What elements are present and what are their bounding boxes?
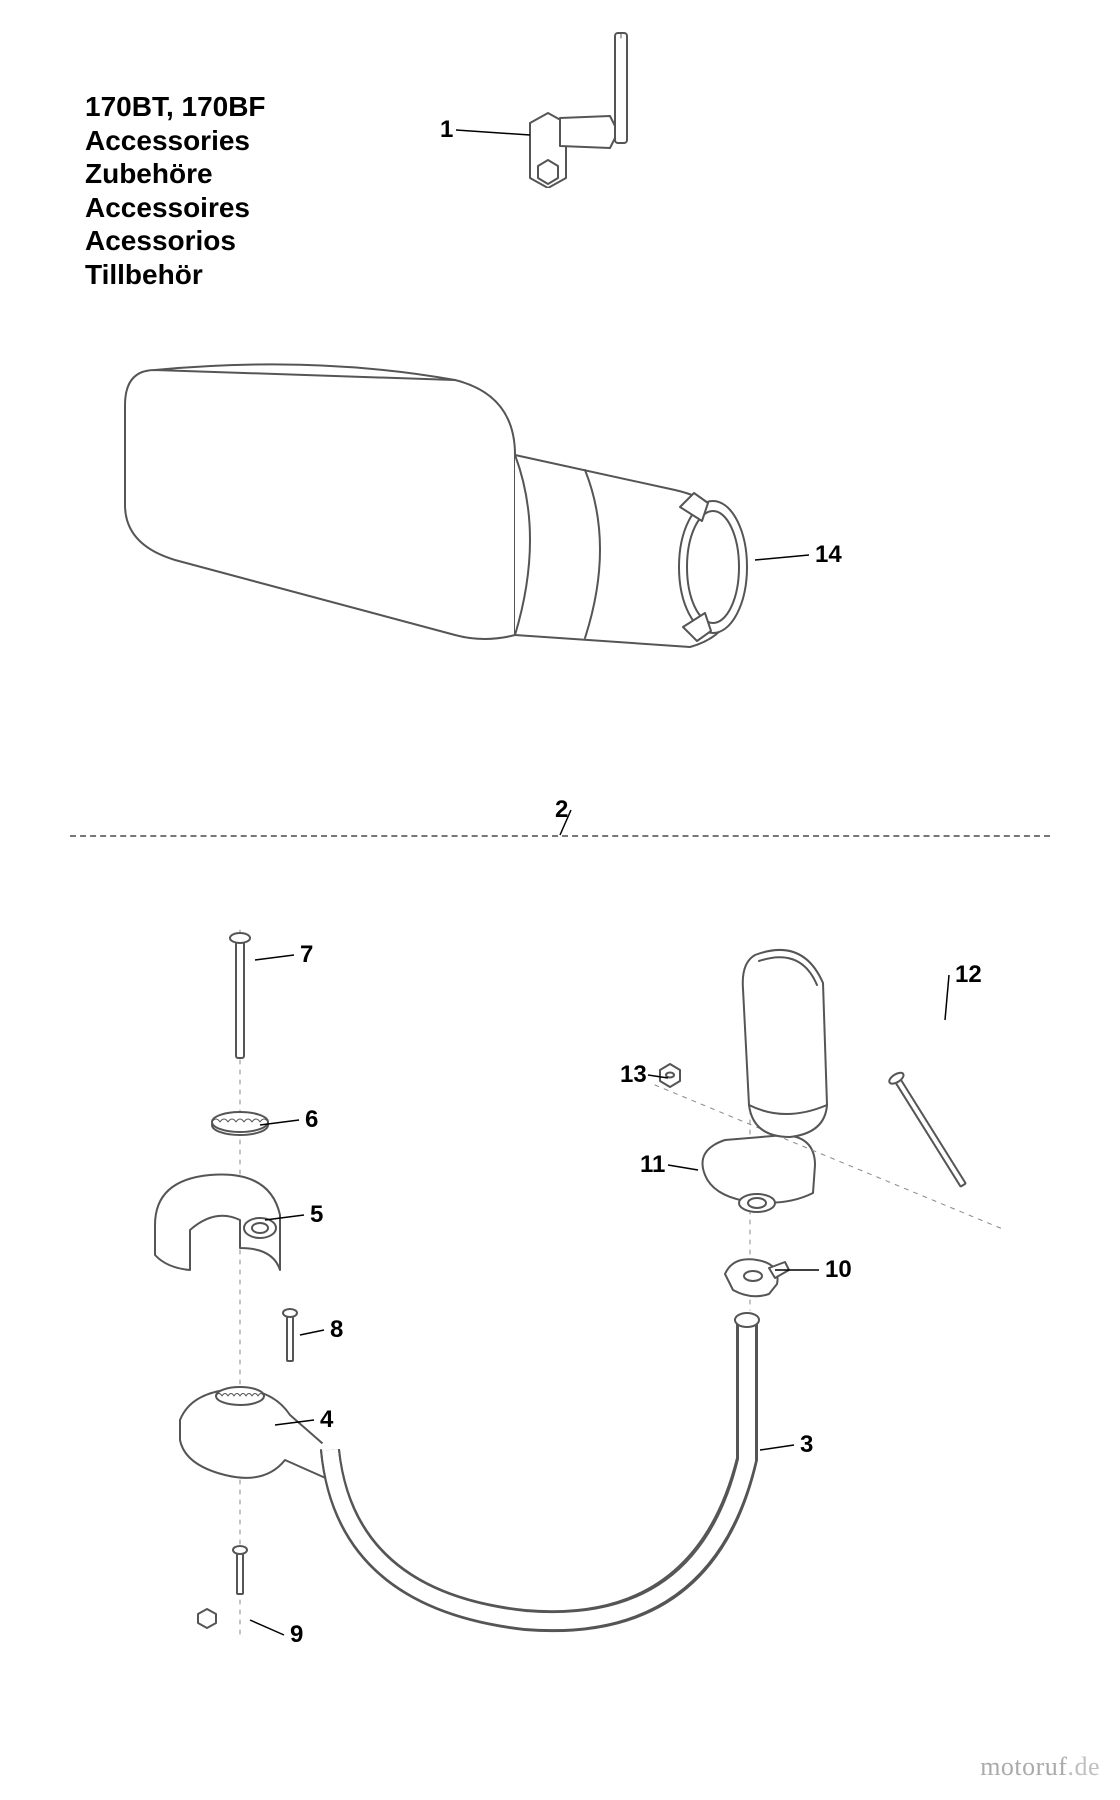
title-line: Tillbehör [85, 258, 266, 292]
part-nozzle [115, 335, 765, 705]
callout-9: 9 [290, 1621, 303, 1649]
part-handle-assembly [95, 900, 1015, 1680]
callout-11: 11 [640, 1151, 665, 1179]
title-line: Zubehöre [85, 157, 266, 191]
callout-10: 10 [825, 1256, 852, 1284]
title-line: Acessorios [85, 224, 266, 258]
callout-5: 5 [310, 1201, 323, 1229]
callout-13: 13 [620, 1061, 647, 1089]
title-block: 170BT, 170BF Accessories Zubehöre Access… [85, 90, 266, 292]
callout-1: 1 [440, 116, 453, 144]
title-line: Accessories [85, 124, 266, 158]
title-line: Accessoires [85, 191, 266, 225]
section-divider [70, 835, 1050, 837]
watermark-suffix: .de [1067, 1752, 1100, 1781]
callout-2: 2 [555, 796, 568, 824]
callout-4: 4 [320, 1406, 333, 1434]
callout-7: 7 [300, 941, 313, 969]
part-wrench [500, 28, 780, 188]
callout-12: 12 [955, 961, 982, 989]
title-line: 170BT, 170BF [85, 90, 266, 124]
callout-14: 14 [815, 541, 842, 569]
callout-8: 8 [330, 1316, 343, 1344]
watermark: motoruf.de [980, 1752, 1100, 1782]
watermark-text: motoruf [980, 1752, 1067, 1781]
callout-3: 3 [800, 1431, 813, 1459]
callout-6: 6 [305, 1106, 318, 1134]
